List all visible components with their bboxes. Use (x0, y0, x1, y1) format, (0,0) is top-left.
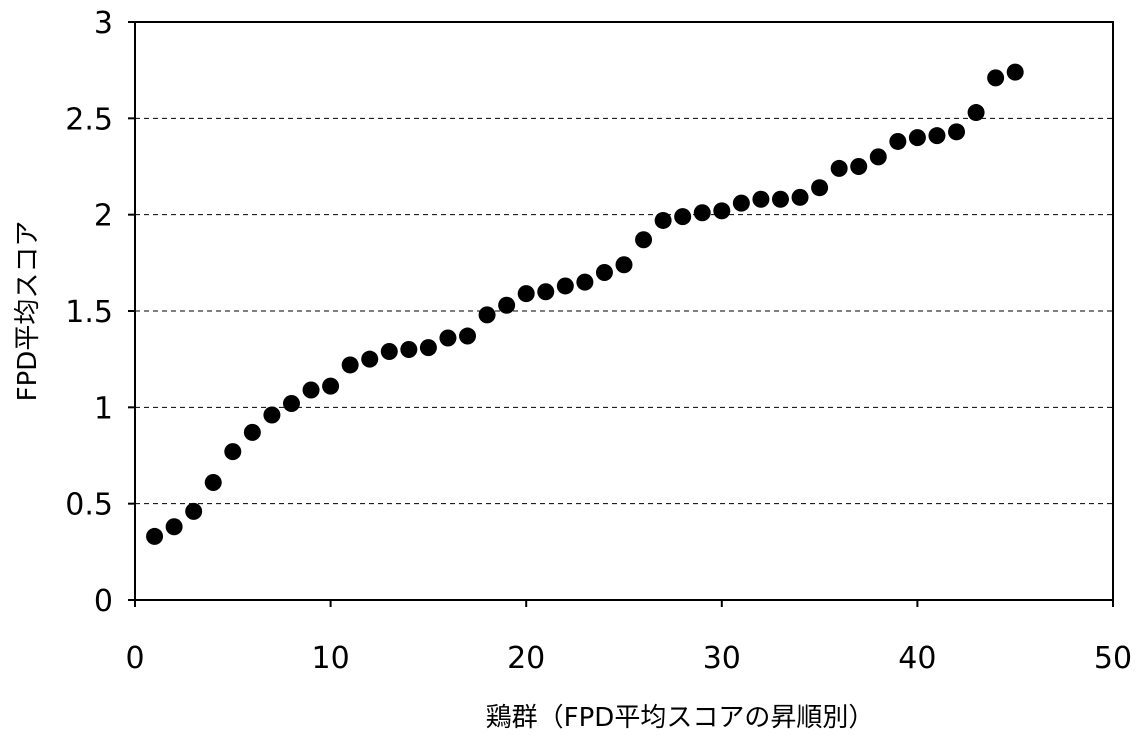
data-point-17 (459, 327, 477, 345)
data-point-4 (204, 473, 222, 491)
data-point-14 (400, 341, 418, 359)
data-points (146, 63, 1024, 545)
x-axis-title: 鶏群（FPD平均スコアの昇順別） (486, 703, 875, 733)
data-point-26 (635, 231, 653, 249)
data-point-34 (791, 188, 809, 206)
data-point-33 (771, 190, 789, 208)
data-point-6 (243, 423, 261, 441)
data-point-3 (185, 502, 203, 520)
data-point-22 (556, 277, 574, 295)
data-point-8 (282, 394, 300, 412)
data-point-11 (341, 356, 359, 374)
y-tick-label-5: 2.5 (65, 102, 113, 137)
data-point-13 (380, 342, 398, 360)
y-tick-label-2: 1 (94, 391, 113, 426)
x-tick-label-5: 50 (1094, 641, 1132, 676)
data-point-19 (498, 296, 516, 314)
data-point-42 (948, 123, 966, 141)
data-point-30 (713, 202, 731, 220)
data-point-36 (830, 159, 848, 177)
data-point-5 (224, 443, 242, 461)
data-point-25 (615, 256, 633, 274)
data-point-45 (1006, 63, 1024, 81)
y-tick-label-1: 0.5 (65, 488, 113, 523)
x-tick-label-4: 40 (898, 641, 936, 676)
data-point-15 (419, 339, 437, 357)
x-tick-label-1: 10 (312, 641, 350, 676)
data-point-38 (869, 148, 887, 166)
data-point-1 (146, 527, 164, 545)
data-point-10 (322, 377, 340, 395)
data-point-32 (752, 190, 770, 208)
data-point-27 (654, 211, 672, 229)
data-point-28 (674, 208, 692, 226)
y-tick-label-3: 1.5 (65, 295, 113, 330)
y-tick-label-6: 3 (94, 6, 113, 41)
data-point-39 (889, 132, 907, 150)
data-point-43 (967, 104, 985, 122)
data-point-23 (576, 273, 594, 291)
x-tick-label-3: 30 (703, 641, 741, 676)
data-point-37 (850, 158, 868, 175)
data-point-9 (302, 381, 320, 399)
data-point-35 (811, 179, 829, 197)
y-axis-ticks: 0 0.5 1 1.5 2 2.5 3 (65, 6, 135, 619)
data-point-31 (732, 194, 750, 212)
y-tick-label-4: 2 (94, 199, 113, 234)
data-point-16 (439, 329, 457, 347)
data-point-24 (595, 263, 613, 281)
data-point-29 (693, 204, 711, 222)
data-point-7 (263, 406, 281, 424)
x-axis-ticks: 0 10 20 30 40 50 (125, 600, 1132, 676)
y-axis-title: FPD平均スコア (13, 221, 43, 402)
data-point-2 (165, 518, 183, 536)
data-point-12 (361, 350, 379, 368)
x-tick-label-0: 0 (125, 641, 144, 676)
data-point-18 (478, 306, 496, 324)
data-point-21 (537, 283, 555, 301)
data-point-41 (928, 127, 946, 145)
data-point-40 (908, 129, 926, 147)
data-point-44 (987, 69, 1005, 87)
y-tick-label-0: 0 (94, 584, 113, 619)
x-tick-label-2: 20 (507, 641, 545, 676)
data-point-20 (517, 285, 535, 303)
